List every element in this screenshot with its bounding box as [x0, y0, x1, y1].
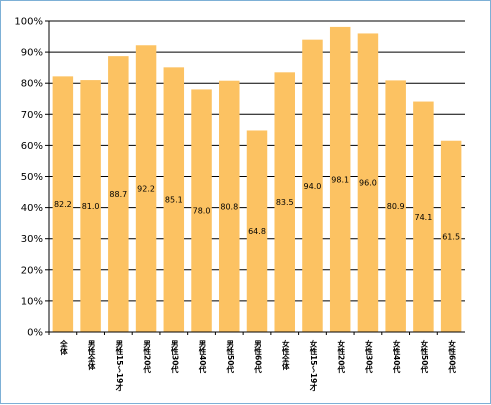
data-label: 98.1	[331, 175, 349, 184]
y-tick-label: 100%	[14, 17, 43, 28]
bar	[329, 26, 351, 333]
x-tick-label: 男性15〜19才	[115, 340, 124, 392]
x-tick-label: 女性40代	[392, 339, 401, 374]
data-label: 88.7	[109, 190, 127, 199]
data-label: 80.9	[387, 202, 405, 211]
data-label: 80.8	[220, 202, 238, 211]
y-tick-label: 90%	[21, 48, 43, 59]
data-label: 78.0	[193, 207, 211, 216]
bar	[274, 72, 295, 332]
y-tick-label: 50%	[21, 172, 43, 183]
bar	[413, 101, 434, 332]
x-tick-label: 女性60代	[447, 339, 456, 374]
data-label: 61.5	[442, 232, 460, 241]
data-label: 64.8	[248, 227, 266, 236]
y-tick-label: 80%	[21, 79, 43, 90]
bar	[302, 39, 323, 332]
bar	[385, 80, 406, 332]
bar	[108, 56, 129, 332]
bar	[52, 76, 74, 332]
x-tick-label: 男性20代	[142, 340, 151, 374]
data-label: 81.0	[82, 202, 100, 211]
x-tick-label: 男性全体	[87, 340, 96, 372]
x-tick-label: 男性50代	[226, 340, 235, 374]
bar	[135, 45, 157, 333]
data-label: 82.2	[54, 200, 72, 209]
y-tick-label: 30%	[21, 234, 43, 245]
y-tick-label: 0%	[27, 328, 43, 339]
bar	[191, 89, 212, 332]
data-label: 92.2	[137, 185, 155, 194]
data-label: 94.0	[304, 182, 322, 191]
bar	[357, 33, 379, 332]
x-tick-label: 女性50代	[420, 339, 429, 374]
bar	[80, 80, 101, 332]
y-tick-label: 20%	[21, 265, 43, 276]
x-tick-label: 男性60代	[253, 340, 262, 374]
y-tick-label: 60%	[21, 141, 43, 152]
data-label: 96.0	[359, 179, 377, 188]
x-tick-label: 全体	[59, 339, 68, 357]
bar	[246, 130, 268, 332]
data-label: 85.1	[165, 196, 183, 205]
bar	[219, 80, 240, 332]
bar	[440, 140, 462, 332]
bar	[163, 67, 185, 333]
x-tick-label: 女性15〜19才	[309, 339, 318, 392]
data-label: 74.1	[414, 213, 432, 222]
x-tick-label: 男性30代	[170, 340, 179, 374]
x-tick-label: 女性20代	[336, 339, 345, 374]
x-tick-label: 女性全体	[281, 339, 290, 372]
data-label: 83.5	[276, 198, 294, 207]
y-tick-label: 70%	[21, 110, 43, 121]
y-tick-label: 10%	[21, 296, 43, 307]
y-tick-label: 40%	[21, 203, 43, 214]
x-tick-label: 女性30代	[364, 339, 373, 374]
x-tick-label: 男性40代	[198, 340, 207, 374]
